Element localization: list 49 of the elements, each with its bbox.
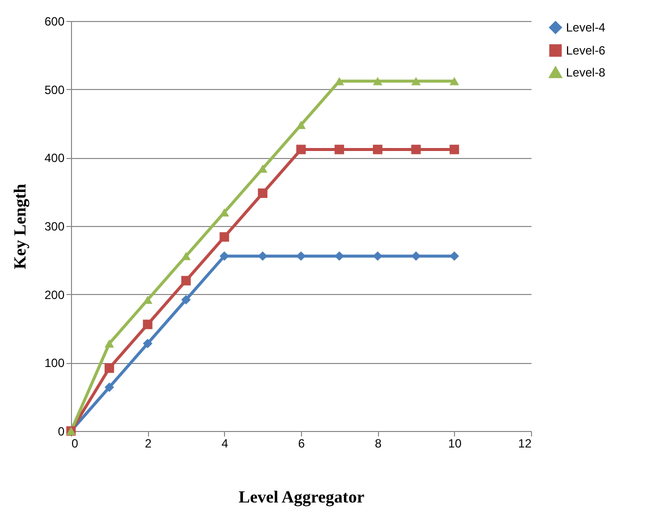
point xyxy=(334,77,344,86)
point xyxy=(296,120,306,129)
point xyxy=(258,251,268,261)
point xyxy=(296,144,306,154)
y-axis-title: Key Length xyxy=(10,183,30,270)
point xyxy=(411,251,421,261)
point xyxy=(142,320,152,330)
legend-label: Level-6 xyxy=(566,44,606,58)
point xyxy=(104,382,114,392)
point xyxy=(450,144,460,154)
x-tick-label: 2 xyxy=(144,436,152,450)
y-tick-label: 400 xyxy=(44,151,65,166)
point xyxy=(411,144,421,154)
y-tick-label: 200 xyxy=(44,288,65,302)
point xyxy=(220,251,230,261)
point xyxy=(334,251,344,261)
x-tick-label: 8 xyxy=(374,436,382,450)
point xyxy=(334,144,344,154)
point xyxy=(372,251,382,261)
x-axis-title: Level Aggregator xyxy=(238,488,365,506)
legend-label: Level-8 xyxy=(566,66,606,80)
y-tick-label: 300 xyxy=(44,220,65,234)
point xyxy=(104,339,114,348)
point xyxy=(220,208,230,216)
y-tick-label: 600 xyxy=(44,14,65,28)
y-tick-label: 500 xyxy=(44,82,65,97)
point xyxy=(142,296,152,304)
point xyxy=(220,232,230,242)
point xyxy=(450,251,460,261)
point xyxy=(258,164,268,173)
point xyxy=(181,295,191,305)
point xyxy=(450,77,460,86)
y-tick-label: 0 xyxy=(58,424,65,438)
x-tick-label: 12 xyxy=(518,436,532,450)
point xyxy=(142,338,152,348)
point xyxy=(258,188,268,198)
point xyxy=(372,77,382,86)
point xyxy=(296,251,306,261)
point xyxy=(411,77,421,86)
point xyxy=(181,252,191,260)
x-tick-label: 4 xyxy=(221,436,228,450)
point xyxy=(104,363,114,373)
x-tick-label: 0 xyxy=(72,436,78,450)
point xyxy=(181,276,191,286)
y-tick-label: 100 xyxy=(44,356,65,370)
legend-label: Level-4 xyxy=(566,20,606,34)
x-tick-label: 6 xyxy=(298,436,306,450)
x-tick-label: 10 xyxy=(448,436,462,450)
point xyxy=(372,144,382,154)
